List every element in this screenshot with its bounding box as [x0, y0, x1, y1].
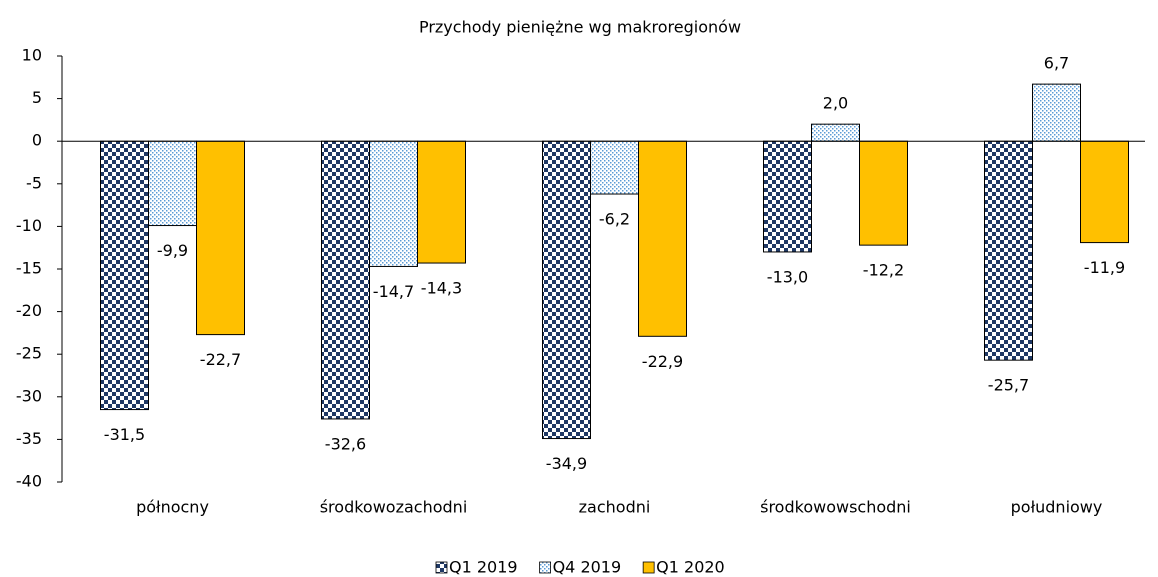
bar — [590, 140, 639, 195]
legend-swatch — [642, 561, 655, 574]
legend-label: Q4 2019 — [553, 558, 622, 577]
bar — [196, 140, 245, 336]
bar — [984, 140, 1033, 361]
value-label: -22,9 — [642, 352, 683, 371]
value-label: -25,7 — [988, 376, 1029, 395]
value-label: -13,0 — [767, 267, 808, 286]
legend-label: Q1 2020 — [656, 558, 725, 577]
value-label: -11,9 — [1084, 258, 1125, 277]
bar — [763, 140, 812, 253]
value-label: 2,0 — [823, 94, 848, 113]
bar — [369, 140, 418, 267]
bar — [811, 123, 860, 142]
value-label: -32,6 — [325, 434, 366, 453]
bar — [859, 140, 908, 246]
bar — [542, 140, 591, 440]
y-tick-label: -20 — [16, 301, 42, 320]
y-tick-label: -10 — [16, 216, 42, 235]
bar — [1032, 83, 1081, 142]
x-tick-label: środkowowschodni — [760, 498, 911, 517]
bar — [638, 140, 687, 337]
value-label: -22,7 — [200, 350, 241, 369]
legend-swatch — [539, 561, 551, 574]
value-label: -9,9 — [157, 241, 188, 260]
x-tick-label: północny — [136, 498, 209, 517]
legend-swatch — [435, 561, 448, 574]
bar — [417, 140, 466, 264]
bar — [1080, 140, 1129, 244]
value-label: 6,7 — [1044, 54, 1069, 73]
y-tick-label: -30 — [16, 386, 42, 405]
y-tick-label: -25 — [16, 344, 42, 363]
value-label: -31,5 — [104, 425, 145, 444]
bar — [321, 140, 370, 420]
value-label: -14,7 — [373, 282, 414, 301]
bar — [148, 140, 197, 227]
value-label: -34,9 — [546, 454, 587, 473]
y-tick-label: -40 — [16, 472, 42, 491]
bar — [100, 140, 149, 411]
x-tick-label: południowy — [1011, 498, 1103, 517]
x-tick-label: zachodni — [579, 498, 651, 517]
y-tick-label: 0 — [32, 131, 42, 150]
x-tick-label: środkowozachodni — [320, 498, 468, 517]
value-label: -6,2 — [599, 210, 630, 229]
y-tick-label: -15 — [16, 259, 42, 278]
y-tick-label: -35 — [16, 429, 42, 448]
chart-title: Przychody pieniężne wg makroregionów — [419, 18, 741, 37]
value-label: -14,3 — [421, 279, 462, 298]
legend-label: Q1 2019 — [449, 558, 518, 577]
y-tick-label: 10 — [22, 46, 42, 65]
value-label: -12,2 — [863, 261, 904, 280]
y-tick-label: -5 — [26, 173, 42, 192]
y-tick-label: 5 — [32, 88, 42, 107]
